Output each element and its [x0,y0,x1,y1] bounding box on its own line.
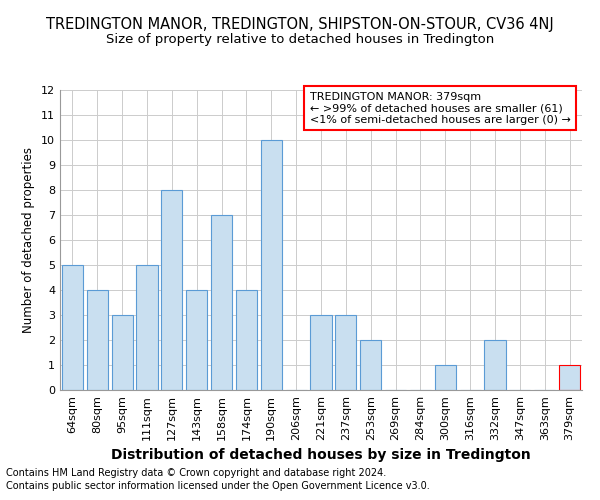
Y-axis label: Number of detached properties: Number of detached properties [22,147,35,333]
X-axis label: Distribution of detached houses by size in Tredington: Distribution of detached houses by size … [111,448,531,462]
Bar [211,215,232,390]
Bar [310,315,332,390]
Bar [335,315,356,390]
Bar [112,315,133,390]
Bar [136,265,158,390]
Bar [484,340,506,390]
Bar [559,365,580,390]
Text: Contains HM Land Registry data © Crown copyright and database right 2024.: Contains HM Land Registry data © Crown c… [6,468,386,477]
Bar [435,365,456,390]
Text: TREDINGTON MANOR, TREDINGTON, SHIPSTON-ON-STOUR, CV36 4NJ: TREDINGTON MANOR, TREDINGTON, SHIPSTON-O… [46,18,554,32]
Bar [236,290,257,390]
Bar [186,290,207,390]
Text: Contains public sector information licensed under the Open Government Licence v3: Contains public sector information licen… [6,481,430,491]
Bar [360,340,381,390]
Bar [87,290,108,390]
Bar [62,265,83,390]
Text: TREDINGTON MANOR: 379sqm
← >99% of detached houses are smaller (61)
<1% of semi-: TREDINGTON MANOR: 379sqm ← >99% of detac… [310,92,571,124]
Bar [161,190,182,390]
Text: Size of property relative to detached houses in Tredington: Size of property relative to detached ho… [106,32,494,46]
Bar [261,140,282,390]
